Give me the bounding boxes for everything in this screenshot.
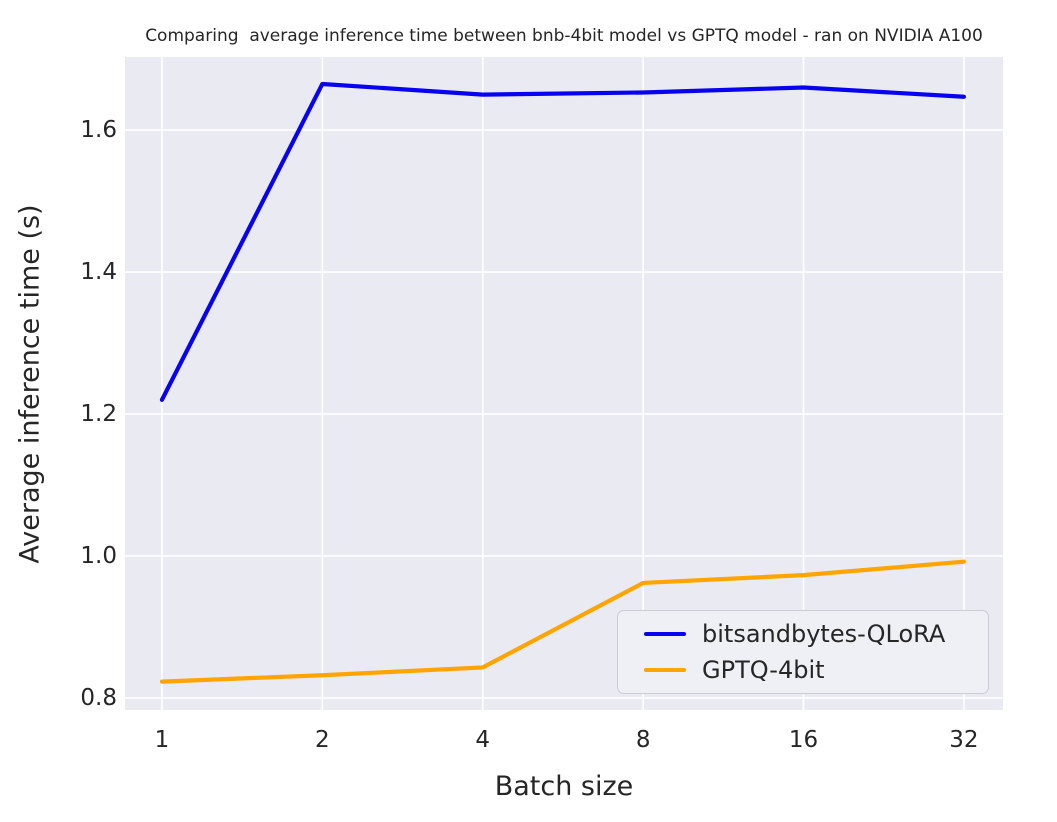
series-line-bitsandbytes-qlora (159, 81, 967, 402)
legend-label: bitsandbytes-QLoRA (702, 619, 946, 648)
legend-line-swatch-gptq-4bit (644, 668, 686, 673)
x-tick-label: 8 (635, 727, 651, 753)
legend-item: bitsandbytes-QLoRA (618, 620, 988, 648)
legend: bitsandbytes-QLoRA GPTQ-4bit (617, 610, 989, 694)
y-axis-label: Average inference time (s) (14, 204, 46, 564)
x-tick-label: 16 (788, 727, 819, 753)
x-tick-label: 32 (949, 727, 979, 753)
chart-canvas (125, 57, 1003, 710)
x-tick-label: 2 (315, 727, 330, 753)
legend-label: GPTQ-4bit (702, 656, 825, 685)
x-tick-label: 1 (154, 727, 170, 753)
y-tick-label: 1.0 (80, 542, 117, 569)
x-axis-label: Batch size (494, 771, 634, 802)
series-line-gptq-4bit (159, 559, 967, 684)
chart-title: Comparing average inference time between… (145, 26, 983, 46)
legend-item: GPTQ-4bit (618, 656, 988, 684)
y-tick-label: 0.8 (80, 684, 117, 711)
y-tick-label: 1.4 (80, 259, 117, 286)
x-tick-label: 4 (475, 727, 491, 753)
legend-line-swatch-bitsandbytes-qlora (644, 631, 686, 636)
y-tick-label: 1.2 (80, 401, 117, 428)
plot-area (125, 57, 1003, 710)
y-tick-label: 1.6 (80, 117, 117, 144)
